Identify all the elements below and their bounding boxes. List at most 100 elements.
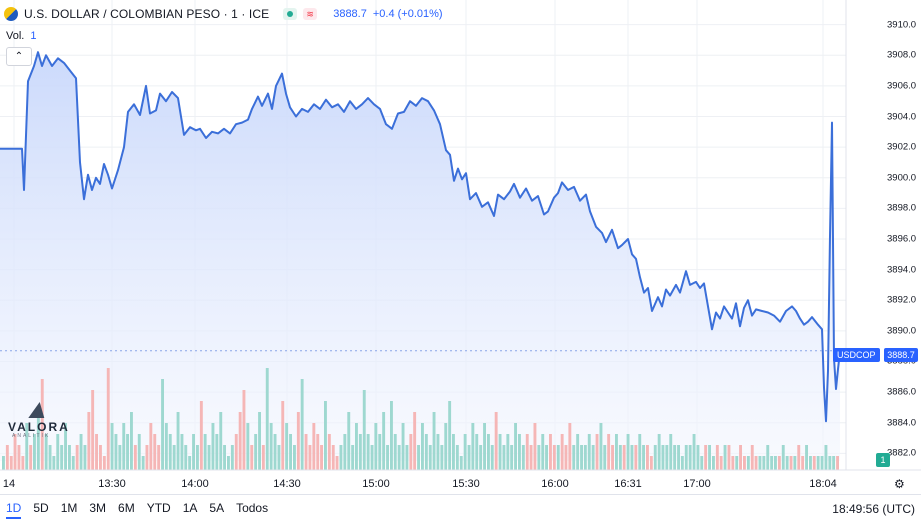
- volume-bar: [494, 412, 498, 470]
- volume-bar: [452, 434, 455, 470]
- volume-bar: [828, 456, 832, 470]
- volume-bar: [727, 445, 731, 470]
- volume-bar: [455, 445, 459, 470]
- timeframe-5a[interactable]: 5A: [209, 501, 225, 515]
- volume-bar: [836, 456, 839, 470]
- volume-bar: [483, 423, 486, 470]
- volume-bar: [618, 445, 622, 470]
- volume-bar: [52, 456, 56, 470]
- volume-bar: [700, 456, 704, 470]
- symbol-title[interactable]: U.S. DOLLAR / COLOMBIAN PESO · 1 · ICE: [24, 7, 270, 21]
- volume-bar: [347, 412, 351, 470]
- y-tick-label: 3908.0: [887, 49, 917, 61]
- volume-bar: [172, 445, 176, 470]
- volume-bar: [665, 445, 669, 470]
- volume-bar: [521, 445, 525, 470]
- volume-bar: [401, 423, 405, 470]
- volume-bar: [114, 434, 118, 470]
- data-window-icon[interactable]: ≋: [303, 8, 318, 20]
- timeframe-todos[interactable]: Todos: [236, 501, 269, 515]
- timeframe-ytd[interactable]: YTD: [146, 501, 171, 515]
- timeframe-5d[interactable]: 5D: [33, 501, 49, 515]
- timeframe-6m[interactable]: 6M: [118, 501, 135, 515]
- volume-bar: [646, 445, 649, 470]
- volume-bar: [723, 445, 727, 470]
- volume-bar: [196, 445, 199, 470]
- volume-bar: [424, 434, 428, 470]
- clock[interactable]: 18:49:56 (UTC): [832, 502, 915, 516]
- collapse-legend-button[interactable]: ⌃: [6, 47, 32, 66]
- volume-bar: [661, 445, 665, 470]
- y-tick-label: 3902.0: [887, 141, 917, 153]
- volume-bar: [634, 445, 638, 470]
- volume-bar: [746, 456, 750, 470]
- volume-bar: [506, 434, 510, 470]
- volume-bar: [83, 445, 87, 470]
- volume-bar: [595, 434, 599, 470]
- y-tick-label: 3892.0: [887, 294, 917, 306]
- volume-bar: [518, 434, 521, 470]
- volume-bar: [87, 412, 91, 470]
- volume-bar: [754, 456, 758, 470]
- volume-bar: [417, 445, 420, 470]
- volume-bar: [556, 445, 560, 470]
- last-price-tag: 3888.7: [884, 348, 918, 362]
- volume-bar: [715, 445, 719, 470]
- volume-bar: [789, 456, 793, 470]
- y-tick-label: 3884.0: [887, 417, 917, 429]
- volume-bar: [17, 445, 21, 470]
- volume-bar: [145, 445, 149, 470]
- volume-bar: [809, 456, 812, 470]
- volume-bar: [560, 434, 564, 470]
- volume-bar: [591, 445, 595, 470]
- usd-cop-flag-icon: [4, 7, 18, 21]
- volume-bar: [300, 379, 304, 470]
- volume-bar: [657, 434, 661, 470]
- volume-bar: [409, 434, 413, 470]
- volume-bar: [48, 445, 52, 470]
- timeframe-1a[interactable]: 1A: [182, 501, 198, 515]
- y-tick-label: 3894.0: [887, 264, 917, 276]
- volume-bar: [316, 434, 320, 470]
- volume-bar: [432, 412, 436, 470]
- volume-bar: [106, 368, 110, 470]
- volume-bar: [36, 412, 40, 470]
- market-status-icon[interactable]: [283, 8, 298, 20]
- volume-legend[interactable]: Vol. 1: [6, 30, 36, 42]
- volume-label: Vol.: [6, 30, 25, 42]
- timeframe-bar: 1D 5D 1M 3M 6M YTD 1A 5A Todos: [6, 501, 280, 519]
- volume-bar: [393, 434, 397, 470]
- volume-bar: [580, 445, 583, 470]
- timeframe-1d[interactable]: 1D: [6, 501, 22, 519]
- volume-bar: [525, 434, 529, 470]
- volume-bar: [405, 445, 409, 470]
- timeframe-3m[interactable]: 3M: [89, 501, 107, 515]
- symbol-header[interactable]: U.S. DOLLAR / COLOMBIAN PESO · 1 · ICE ≋…: [4, 3, 443, 25]
- volume-bar: [735, 456, 739, 470]
- volume-bar: [603, 445, 607, 470]
- volume-bar: [436, 434, 440, 470]
- volume-value: 1: [30, 30, 37, 42]
- volume-bar: [448, 401, 452, 470]
- volume-bar: [203, 434, 207, 470]
- volume-bar: [2, 456, 5, 470]
- volume-bar: [677, 445, 680, 470]
- volume-bar: [99, 445, 102, 470]
- volume-bar: [227, 456, 230, 470]
- volume-bar: [289, 434, 292, 470]
- volume-bar: [421, 423, 424, 470]
- volume-bar: [731, 456, 735, 470]
- price-line[interactable]: [0, 51, 841, 423]
- volume-bar: [5, 445, 9, 470]
- gear-icon[interactable]: ⚙: [894, 477, 905, 491]
- volume-bar: [261, 445, 265, 470]
- volume-bar: [176, 412, 180, 470]
- volume-bar: [192, 434, 195, 470]
- volume-bar: [296, 412, 300, 470]
- x-tick-label: 14:00: [181, 478, 209, 490]
- volume-bar: [615, 434, 618, 470]
- timeframe-1m[interactable]: 1M: [60, 501, 78, 515]
- volume-bar: [797, 445, 801, 470]
- volume-bar: [770, 456, 774, 470]
